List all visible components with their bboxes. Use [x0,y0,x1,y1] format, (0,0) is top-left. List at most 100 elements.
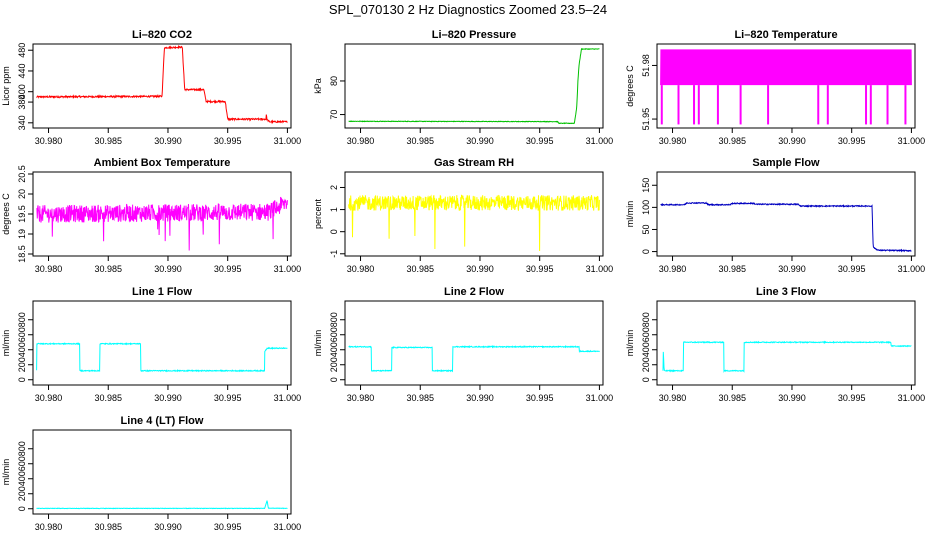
x-tick-label: 30.995 [526,136,554,146]
x-tick-label: 31.000 [586,393,614,403]
panel-title: Line 3 Flow [756,286,816,298]
y-axis-label: ml/min [313,330,323,357]
y-tick-label: 400 [329,342,339,357]
panel-0: Li–820 CO2 30.980 30.985 30.990 30.995 31.000… [1,29,301,146]
y-tick-label: 800 [17,312,27,327]
x-tick-label: 30.980 [659,136,687,146]
y-tick-label: 0 [17,377,27,382]
x-tick-label: 30.995 [214,264,242,274]
y-tick-label: 51.95 [641,108,651,131]
y-tick-label: 20 [17,189,27,199]
y-tick-label: 800 [329,312,339,327]
x-tick-label: 30.985 [406,393,434,403]
x-tick-label: 30.990 [778,264,806,274]
y-tick-label: 600 [329,327,339,342]
series-line [36,499,288,510]
x-tick-label: 30.995 [838,264,866,274]
plot-frame [32,43,292,129]
panel-7: Line 2 Flow 30.980 30.985 30.990 30.995 31.00… [313,286,613,403]
panel-title: Li–820 CO2 [132,29,192,41]
panel-title: Ambient Box Temperature [94,157,231,169]
y-tick-label: 80 [329,76,339,86]
plot-frame [656,300,916,386]
x-tick-label: 31.000 [274,393,302,403]
x-tick-label: 30.985 [406,264,434,274]
y-tick-label: 70 [329,110,339,120]
y-tick-label: 0 [329,229,339,234]
x-tick-label: 30.980 [659,393,687,403]
x-tick-label: 30.980 [35,522,63,532]
panel-8: Line 3 Flow 30.980 30.985 30.990 30.995 31.00… [625,286,925,403]
y-tick-label: 100 [641,200,651,215]
y-tick-label: 200 [329,357,339,372]
x-tick-label: 30.995 [838,393,866,403]
y-tick-label: 600 [641,327,651,342]
panel-title: Li–820 Pressure [432,29,516,41]
plot-frame [656,43,916,129]
plot-frame [32,300,292,386]
y-tick-label: 20.5 [17,165,27,183]
y-tick-label: 1 [329,207,339,212]
x-tick-label: 31.000 [274,136,302,146]
y-tick-label: 19 [17,229,27,239]
x-tick-label: 30.980 [35,393,63,403]
x-tick-label: 30.995 [838,136,866,146]
plot-frame [344,171,604,257]
plot-frame [344,300,604,386]
x-tick-label: 30.985 [718,264,746,274]
x-tick-label: 31.000 [586,264,614,274]
y-tick-label: 150 [641,178,651,193]
y-tick-label: 200 [17,357,27,372]
y-axis-label: ml/min [1,459,11,486]
page-title: SPL_070130 2 Hz Diagnostics Zoomed 23.5–… [328,2,608,17]
x-tick-label: 30.990 [154,136,182,146]
panel-title: Line 1 Flow [132,286,192,298]
y-tick-label: 800 [17,441,27,456]
plot-frame [656,171,916,257]
panel-4: Gas Stream RH 30.980 30.985 30.990 30.995 31.… [313,157,613,274]
panel-5: Sample Flow 30.980 30.985 30.990 30.995 31.00… [625,157,925,274]
x-tick-label: 31.000 [898,393,926,403]
x-tick-label: 30.995 [526,264,554,274]
x-tick-label: 30.990 [154,393,182,403]
y-tick-label: 200 [641,357,651,372]
x-tick-label: 30.980 [35,264,63,274]
x-tick-label: 30.990 [466,136,494,146]
y-axis-label: ml/min [1,330,11,357]
y-axis-label: kPa [313,78,323,94]
x-tick-label: 30.990 [154,264,182,274]
x-tick-label: 31.000 [898,264,926,274]
x-tick-label: 30.985 [718,136,746,146]
panel-title: Line 2 Flow [444,286,504,298]
panel-3: Ambient Box Temperature 30.980 30.985 30.99… [1,157,301,274]
series-line [662,340,912,373]
series-line [36,196,288,251]
y-axis-label: degrees C [625,65,635,107]
y-tick-label: 400 [17,342,27,357]
x-tick-label: 31.000 [274,522,302,532]
y-tick-label: 440 [17,63,27,78]
x-tick-label: 30.985 [94,136,122,146]
panel-1: Li–820 Pressure 30.980 30.985 30.990 30.995 3… [313,29,613,146]
y-tick-label: 51.98 [641,54,651,77]
series-line [348,48,600,125]
x-tick-label: 30.995 [214,522,242,532]
x-tick-label: 31.000 [274,264,302,274]
y-tick-label: 18.5 [17,245,27,263]
x-tick-label: 30.990 [778,393,806,403]
y-tick-label: 340 [17,115,27,130]
x-tick-label: 30.990 [466,393,494,403]
x-tick-label: 30.995 [214,393,242,403]
series-line [348,194,600,252]
x-tick-label: 30.990 [778,136,806,146]
y-tick-label: 0 [641,377,651,382]
panel-title: Gas Stream RH [434,157,514,169]
panel-title: Li–820 Temperature [734,29,837,41]
y-axis-label: percent [313,198,323,229]
y-tick-label: 0 [17,506,27,511]
x-tick-label: 30.985 [94,393,122,403]
y-axis-label: Licor ppm [1,66,11,106]
series-line [36,341,288,373]
x-tick-label: 30.985 [718,393,746,403]
